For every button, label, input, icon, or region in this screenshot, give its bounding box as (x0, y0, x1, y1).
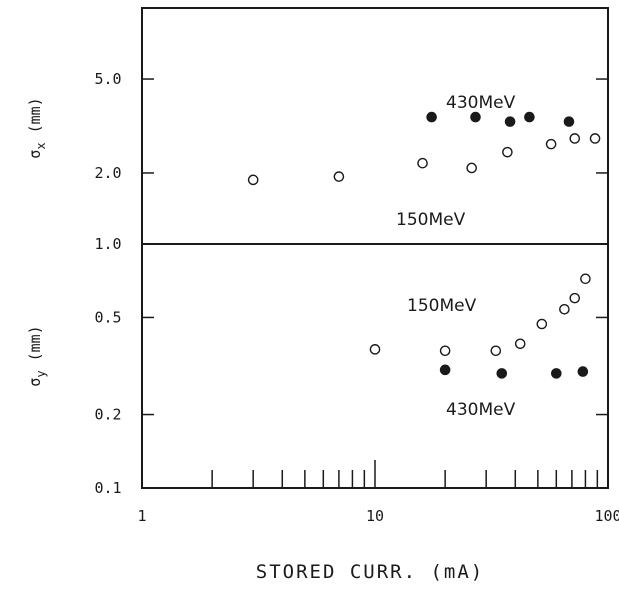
y-tick-label: 0.5 (94, 308, 121, 326)
y-tick-label: 2.0 (94, 164, 121, 182)
sigma-y-subscript: y (34, 370, 48, 377)
open-point-150mev (417, 157, 428, 169)
sigma-x-unit: (mm) (26, 97, 44, 133)
open-point-150mev (247, 174, 259, 186)
filled-point-430mev (439, 364, 451, 376)
open-point-150mev (569, 292, 581, 304)
open-point-150mev (589, 133, 601, 144)
series-label-430mev-top: 430MeV (446, 93, 516, 113)
open-point-150mev (369, 344, 381, 355)
sigma-y-unit: (mm) (26, 325, 44, 361)
open-point-150mev (545, 138, 557, 150)
x-axis-label: STORED CURR. (mA) (256, 561, 484, 583)
open-point-150mev (559, 303, 570, 315)
filled-point-430mev (563, 116, 575, 127)
sigma-x-symbol: σ (26, 150, 44, 159)
x-tick-label: 1 (137, 507, 146, 525)
y-axis-label-bottom: σy (mm) (26, 325, 48, 386)
open-point-150mev (569, 133, 581, 144)
open-point-150mev (439, 345, 451, 357)
x-tick-labels: 1 10 100 (137, 507, 619, 525)
svg-text:σx (mm): σx (mm) (26, 97, 48, 158)
series-label-150mev-bottom: 150MeV (407, 296, 477, 316)
bottom-panel-frame (141, 243, 609, 489)
series-label-430mev-bottom: 430MeV (446, 400, 516, 420)
axis-ticks (142, 78, 608, 488)
y-tick-label: 5.0 (94, 70, 121, 88)
data-points (247, 111, 601, 379)
y-tick-label: 0.2 (94, 406, 121, 424)
y-axis-label-top: σx (mm) (26, 97, 48, 158)
svg-text:σy (mm): σy (mm) (26, 325, 48, 386)
open-point-150mev (580, 273, 591, 285)
open-point-150mev (502, 146, 513, 158)
y-tick-labels: 5.0 2.0 1.0 0.5 0.2 0.1 (94, 70, 121, 497)
filled-point-430mev (470, 111, 481, 123)
series-label-150mev-top: 150MeV (396, 210, 466, 230)
open-point-150mev (333, 171, 345, 182)
y-tick-label: 0.1 (94, 479, 121, 497)
open-point-150mev (514, 338, 526, 350)
sigma-y-symbol: σ (26, 378, 44, 387)
filled-point-430mev (577, 366, 589, 377)
x-tick-label: 100 (594, 507, 619, 525)
filled-point-430mev (504, 116, 516, 127)
filled-point-430mev (426, 111, 437, 123)
x-tick-label: 10 (366, 507, 384, 525)
filled-point-430mev (551, 368, 562, 379)
filled-point-430mev (524, 111, 535, 123)
open-point-150mev (466, 162, 477, 174)
open-point-150mev (490, 345, 502, 357)
y-tick-label: 1.0 (94, 235, 121, 253)
filled-point-430mev (496, 368, 508, 379)
sigma-x-subscript: x (34, 142, 48, 149)
open-point-150mev (536, 318, 548, 330)
top-panel-frame (141, 7, 609, 245)
